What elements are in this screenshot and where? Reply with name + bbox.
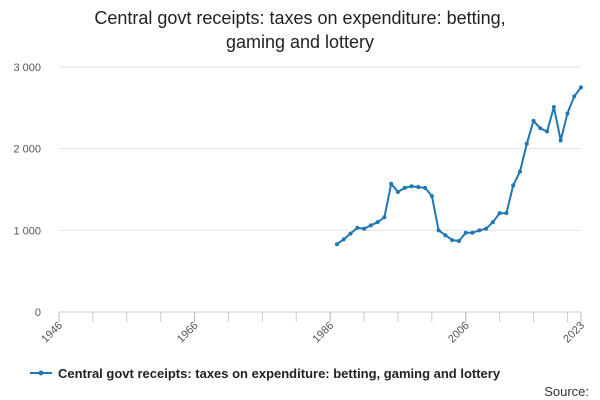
data-point[interactable]	[450, 238, 454, 242]
data-point[interactable]	[572, 94, 576, 98]
data-point[interactable]	[437, 228, 441, 232]
x-tick-label: 1946	[39, 320, 65, 346]
data-point[interactable]	[538, 126, 542, 130]
y-tick-label: 2 000	[13, 144, 41, 156]
grid-lines	[59, 67, 581, 230]
data-point[interactable]	[511, 183, 515, 187]
data-point[interactable]	[464, 231, 468, 235]
series-layer	[335, 85, 583, 246]
data-point[interactable]	[416, 185, 420, 189]
legend-label: Central govt receipts: taxes on expendit…	[58, 366, 501, 381]
data-point[interactable]	[423, 186, 427, 190]
data-point[interactable]	[579, 85, 583, 89]
legend-marker-icon	[39, 371, 44, 376]
data-point[interactable]	[457, 239, 461, 243]
data-point[interactable]	[559, 139, 563, 143]
y-tick-label: 1 000	[13, 225, 41, 237]
data-point[interactable]	[545, 130, 549, 134]
data-point[interactable]	[342, 237, 346, 241]
legend[interactable]: Central govt receipts: taxes on expendit…	[30, 366, 501, 381]
data-point[interactable]	[484, 227, 488, 231]
data-point[interactable]	[389, 182, 393, 186]
x-tick-label: 2023	[561, 320, 587, 346]
data-point[interactable]	[552, 105, 556, 109]
data-point[interactable]	[396, 190, 400, 194]
y-tick-label: 0	[35, 307, 41, 319]
data-point[interactable]	[362, 227, 366, 231]
data-point[interactable]	[369, 223, 373, 227]
data-point[interactable]	[532, 119, 536, 123]
data-point[interactable]	[382, 215, 386, 219]
data-point[interactable]	[376, 220, 380, 224]
series-line	[337, 87, 581, 244]
data-point[interactable]	[430, 194, 434, 198]
data-point[interactable]	[477, 228, 481, 232]
source-label: Source:	[544, 384, 589, 399]
data-point[interactable]	[498, 211, 502, 215]
data-point[interactable]	[349, 232, 353, 236]
x-tick-label: 1986	[310, 320, 336, 346]
data-point[interactable]	[355, 226, 359, 230]
data-point[interactable]	[518, 170, 522, 174]
chart-title-line2: gaming and lottery	[226, 32, 374, 52]
data-point[interactable]	[491, 220, 495, 224]
data-point[interactable]	[403, 186, 407, 190]
data-point[interactable]	[335, 242, 339, 246]
x-tick-label: 1966	[175, 320, 201, 346]
axes: 0 1 000 2 000 3 000 1946 1966 1986 2006 2023	[13, 62, 587, 345]
data-point[interactable]	[565, 112, 569, 116]
data-point[interactable]	[410, 184, 414, 188]
y-tick-label: 3 000	[13, 62, 41, 74]
data-point[interactable]	[525, 142, 529, 146]
data-point[interactable]	[504, 211, 508, 215]
chart-title-line1: Central govt receipts: taxes on expendit…	[94, 8, 505, 28]
data-point[interactable]	[471, 231, 475, 235]
data-point[interactable]	[443, 233, 447, 237]
x-tick-label: 2006	[446, 320, 472, 346]
